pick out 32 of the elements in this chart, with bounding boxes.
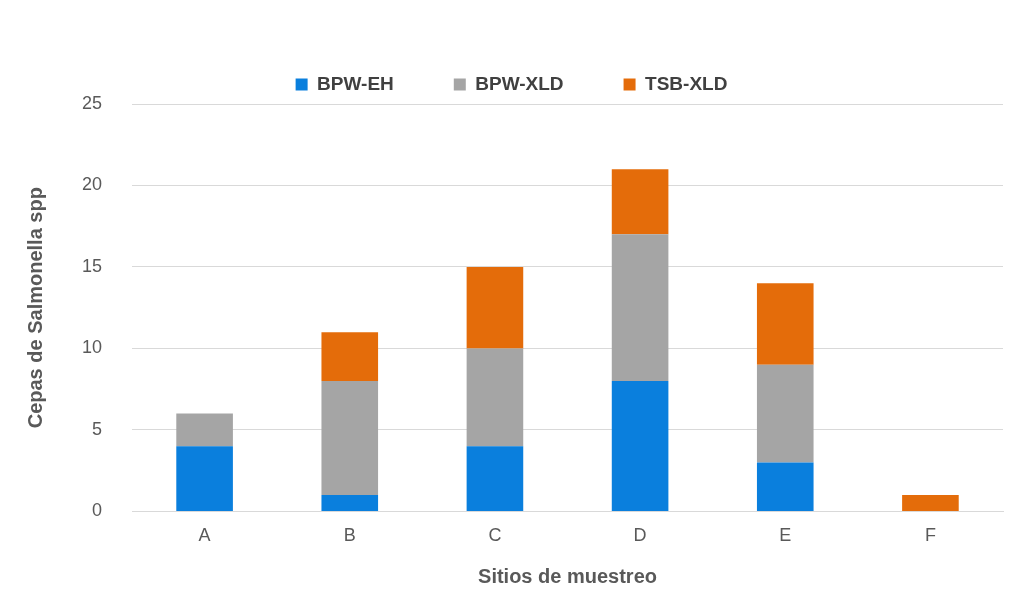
x-axis-title: Sitios de muestreo <box>478 564 657 587</box>
bar <box>902 495 959 511</box>
bar <box>466 348 524 447</box>
bar <box>611 169 669 235</box>
bar <box>466 266 524 349</box>
y-tick-label: 20 <box>81 174 103 195</box>
bar <box>321 381 379 496</box>
y-axis-title: Cepas de Salmonella spp <box>23 187 46 429</box>
x-tick-label: F <box>924 525 936 546</box>
bar <box>611 381 669 511</box>
legend-label: BPW-XLD <box>475 72 564 94</box>
bar <box>756 283 814 365</box>
bar <box>321 495 379 511</box>
legend-label: BPW-EH <box>317 72 394 94</box>
x-tick-label: B <box>343 525 356 546</box>
y-tick-label: 15 <box>81 255 103 276</box>
x-tick-label: A <box>198 525 211 546</box>
bar <box>756 462 814 511</box>
bar <box>176 446 233 511</box>
bar <box>611 234 669 382</box>
legend-label: TSB-XLD <box>645 72 728 94</box>
bar <box>756 364 814 463</box>
y-tick-label: 5 <box>92 418 103 439</box>
bar <box>176 413 233 447</box>
y-tick-label: 25 <box>81 92 103 113</box>
y-tick-label: 0 <box>92 500 103 521</box>
bar <box>321 332 379 382</box>
y-tick-label: 10 <box>81 337 103 358</box>
x-tick-label: D <box>633 525 647 546</box>
bar <box>466 446 524 511</box>
x-tick-label: C <box>488 525 502 546</box>
x-tick-label: E <box>779 525 792 546</box>
